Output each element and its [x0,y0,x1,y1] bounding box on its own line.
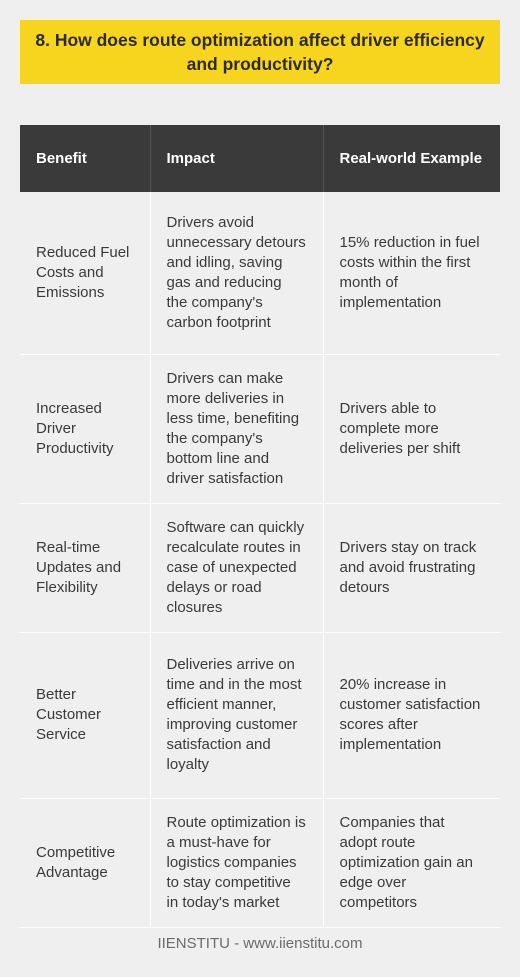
page-title: 8. How does route optimization affect dr… [35,30,485,74]
cell-impact: Route optimization is a must-have for lo… [150,798,324,928]
cell-example: 15% reduction in fuel costs within the f… [323,192,500,355]
cell-benefit: Better Customer Service [20,632,151,799]
header-benefit: Benefit [20,125,151,192]
cell-example: Drivers able to complete more deliveries… [323,354,500,504]
cell-example: 20% increase in customer satisfaction sc… [323,632,500,799]
cell-impact: Drivers can make more deliveries in less… [150,354,324,504]
table-row: Reduced Fuel Costs and Emissions Drivers… [20,192,500,355]
title-banner: 8. How does route optimization affect dr… [20,20,500,84]
cell-benefit: Increased Driver Productivity [20,354,151,504]
cell-benefit: Real-time Updates and Flexibility [20,503,151,633]
cell-impact: Drivers avoid unnecessary detours and id… [150,192,324,355]
cell-example: Drivers stay on track and avoid frustrat… [323,503,500,633]
cell-impact: Deliveries arrive on time and in the mos… [150,632,324,799]
header-example: Real-world Example [323,125,500,192]
table-row: Competitive Advantage Route optimization… [20,798,500,928]
footer-credit: IIENSTITU - www.iienstitu.com [157,935,363,952]
cell-example: Companies that adopt route optimization … [323,798,500,928]
header-impact: Impact [150,125,324,192]
cell-benefit: Competitive Advantage [20,798,151,928]
table-row: Real-time Updates and Flexibility Softwa… [20,503,500,633]
cell-impact: Software can quickly recalculate routes … [150,503,324,633]
table-row: Better Customer Service Deliveries arriv… [20,632,500,799]
table-header-row: Benefit Impact Real-world Example [20,125,500,192]
table-row: Increased Driver Productivity Drivers ca… [20,354,500,504]
benefits-table: Benefit Impact Real-world Example Reduce… [20,125,500,928]
cell-benefit: Reduced Fuel Costs and Emissions [20,192,151,355]
